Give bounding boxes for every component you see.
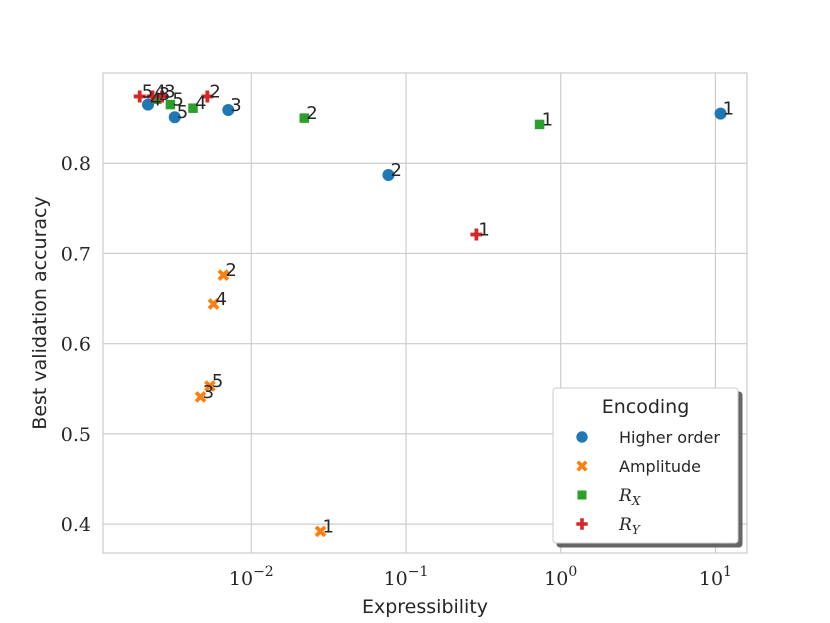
legend-marker-amplitude bbox=[576, 460, 588, 472]
point-label-ry: 3 bbox=[164, 81, 175, 102]
data-point-ry bbox=[470, 228, 483, 241]
y-tick-label: 0.6 bbox=[61, 334, 91, 356]
x-axis-ticks: 10−2 10−1 100 101 bbox=[229, 564, 732, 590]
data-point-higher_order bbox=[168, 111, 181, 124]
plot-area bbox=[102, 72, 748, 554]
point-label-amplitude: 5 bbox=[212, 371, 223, 392]
legend-label-ry: RY bbox=[618, 515, 641, 537]
data-point-rx bbox=[165, 99, 176, 110]
data-series bbox=[133, 90, 727, 538]
y-axis-ticks: 0.4 0.5 0.6 0.7 0.8 bbox=[61, 153, 91, 536]
data-point-higher_order bbox=[222, 103, 235, 116]
data-point-rx bbox=[299, 113, 310, 123]
y-tick-label: 0.7 bbox=[61, 243, 91, 265]
legend-label-amplitude: Amplitude bbox=[619, 457, 701, 476]
data-point-rx bbox=[188, 103, 198, 113]
point-label-ry: 2 bbox=[209, 81, 220, 102]
point-label-rx: 3 bbox=[159, 84, 170, 105]
point-label-higher_order: 3 bbox=[230, 95, 241, 116]
legend-label-rx: RX bbox=[618, 486, 641, 508]
data-point-amplitude bbox=[217, 269, 230, 281]
data-point-rx bbox=[534, 119, 545, 130]
legend-marker-ry bbox=[576, 518, 588, 530]
point-label-ry: 5 bbox=[142, 81, 153, 102]
legend: Encoding Higher order Amplitude RX RY bbox=[552, 387, 739, 544]
legend-entries: Higher order Amplitude RX RY bbox=[576, 428, 720, 537]
grid bbox=[103, 73, 747, 553]
legend-box bbox=[552, 387, 739, 544]
data-point-amplitude bbox=[207, 298, 220, 310]
x-tick-label: 10−2 bbox=[229, 564, 274, 590]
y-tick-label: 0.8 bbox=[61, 153, 91, 175]
point-label-higher_order: 2 bbox=[390, 160, 401, 181]
legend-entry-amplitude: Amplitude bbox=[576, 457, 701, 476]
point-label-ry: 1 bbox=[478, 220, 489, 241]
data-point-ry bbox=[146, 90, 159, 103]
legend-title: Encoding bbox=[602, 396, 690, 418]
legend-label-higher_order: Higher order bbox=[619, 428, 720, 447]
legend-entry-rx: RX bbox=[577, 486, 641, 508]
series-higher_order bbox=[142, 98, 727, 181]
point-label-amplitude: 2 bbox=[225, 260, 236, 281]
data-point-ry bbox=[201, 90, 214, 103]
legend-entry-higher_order: Higher order bbox=[576, 428, 720, 447]
point-label-amplitude: 4 bbox=[216, 289, 227, 310]
data-point-ry bbox=[133, 90, 146, 103]
legend-marker-higher_order bbox=[576, 431, 588, 443]
point-label-higher_order: 5 bbox=[177, 102, 188, 123]
y-axis-label: Best validation accuracy bbox=[29, 196, 51, 429]
point-label-rx: 2 bbox=[306, 103, 317, 124]
point-label-amplitude: 1 bbox=[322, 516, 333, 537]
series-rx bbox=[152, 94, 545, 130]
x-tick-label: 101 bbox=[699, 564, 732, 590]
series-amplitude bbox=[194, 269, 327, 538]
point-label-rx: 4 bbox=[195, 93, 206, 114]
point-label-rx: 5 bbox=[172, 90, 183, 111]
point-label-rx: 1 bbox=[542, 109, 553, 130]
x-tick-label: 10−1 bbox=[384, 564, 429, 590]
data-point-amplitude bbox=[314, 525, 327, 538]
y-tick-label: 0.5 bbox=[61, 424, 91, 446]
data-point-higher_order bbox=[714, 107, 727, 120]
point-label-higher_order: 4 bbox=[150, 90, 161, 111]
data-point-higher_order bbox=[382, 168, 395, 181]
data-point-rx bbox=[152, 94, 162, 104]
x-axis-label: Expressibility bbox=[362, 596, 488, 618]
legend-entry-ry: RY bbox=[576, 515, 641, 537]
y-tick-label: 0.4 bbox=[61, 514, 91, 536]
point-label-ry: 4 bbox=[155, 81, 166, 102]
point-label-amplitude: 3 bbox=[203, 382, 214, 403]
x-tick-label: 100 bbox=[544, 564, 577, 590]
data-point-amplitude bbox=[194, 391, 207, 403]
legend-marker-rx bbox=[577, 490, 587, 500]
series-ry bbox=[133, 90, 483, 241]
data-point-amplitude bbox=[204, 380, 216, 392]
point-label-higher_order: 1 bbox=[723, 99, 734, 120]
